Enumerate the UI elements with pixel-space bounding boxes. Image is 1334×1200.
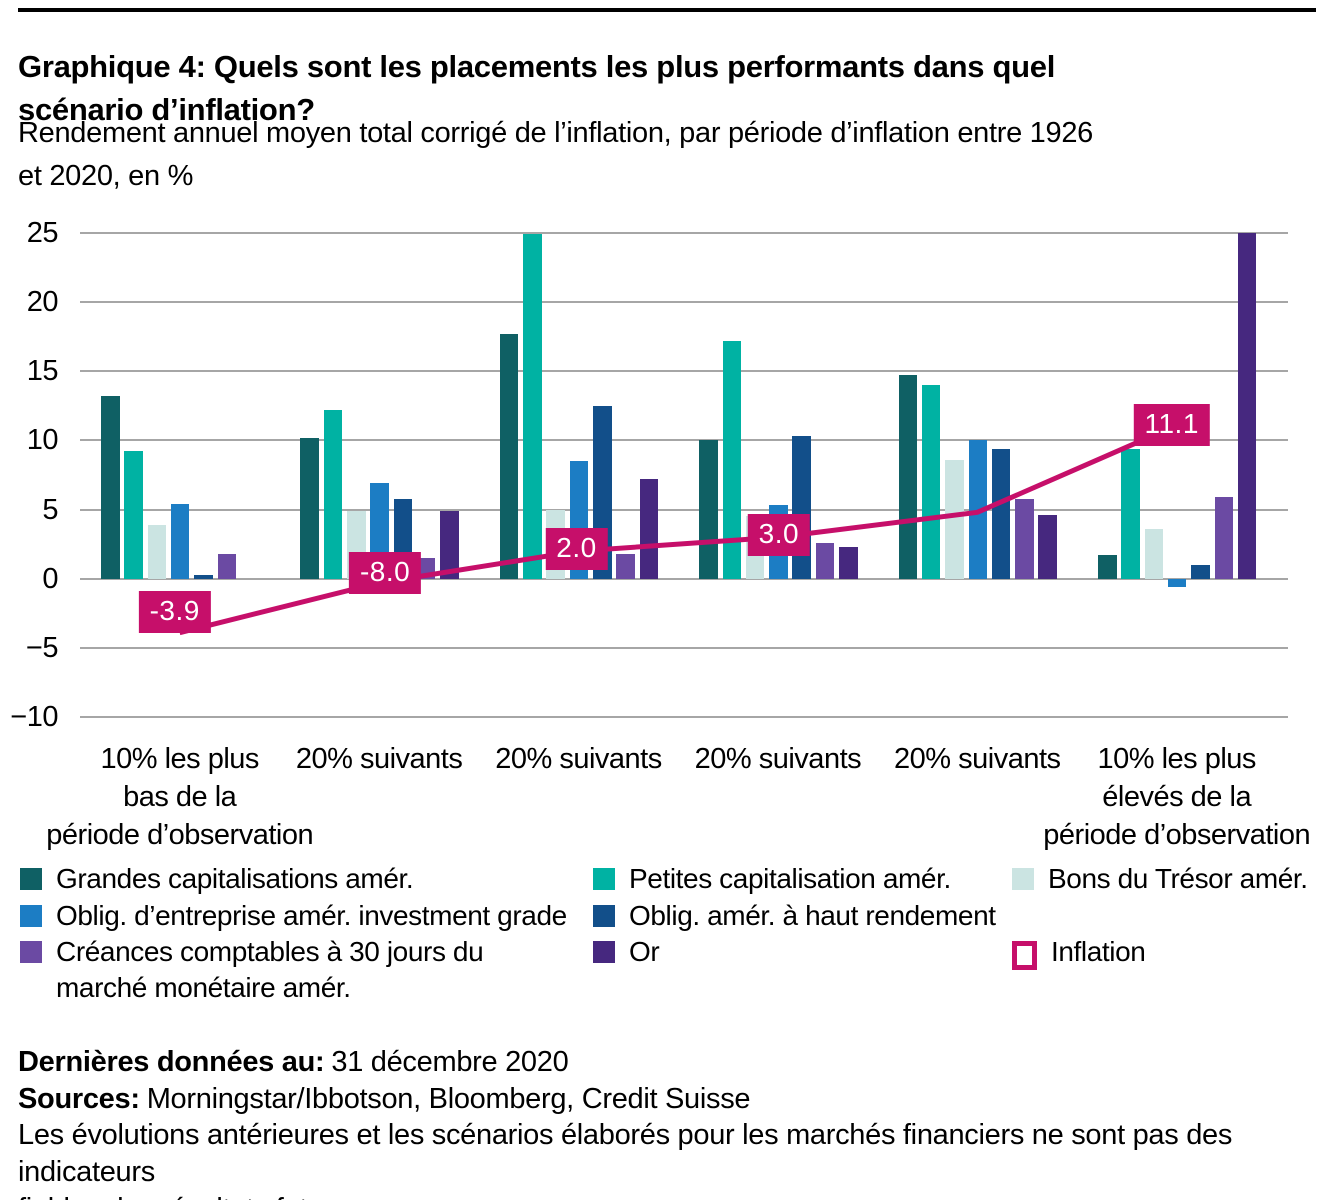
bar-1-group-1 bbox=[101, 396, 120, 579]
bar-2-group-1 bbox=[124, 451, 143, 579]
inflation-value-label: -3.9 bbox=[138, 590, 211, 633]
bar-7-group-2 bbox=[440, 510, 459, 579]
legend-item: Oblig. amér. à haut rendement bbox=[593, 900, 996, 934]
gridline bbox=[80, 232, 1288, 234]
x-axis-label: 10% les plus bas de la période d’observati… bbox=[46, 743, 314, 851]
legend-swatch bbox=[20, 941, 42, 963]
top-rule bbox=[18, 8, 1316, 12]
y-axis-tick-label: 5 bbox=[42, 493, 58, 526]
legend-swatch bbox=[593, 941, 615, 963]
legend-item: Grandes capitalisations amér. bbox=[20, 863, 414, 897]
y-axis-tick-label: 25 bbox=[26, 217, 59, 249]
bar-7-group-5 bbox=[1038, 515, 1057, 579]
legend-swatch bbox=[593, 905, 615, 927]
legend-label: Inflation bbox=[1051, 936, 1146, 967]
inflation-value-label: -8.0 bbox=[348, 551, 422, 594]
y-axis-tick-label: 10 bbox=[26, 424, 59, 457]
y-axis-tick-label: −10 bbox=[10, 701, 58, 733]
y-axis-tick-label: 20 bbox=[26, 286, 59, 319]
legend-label: Créances comptables à 30 jours du marché … bbox=[56, 936, 484, 1003]
sources-label: Sources: bbox=[18, 1083, 140, 1115]
chart-title: Graphique 4: Quels sont les placements l… bbox=[18, 48, 1056, 127]
bar-4-group-5 bbox=[968, 440, 987, 579]
sources-value: Morningstar/Ibbotson, Bloomberg, Credit … bbox=[146, 1083, 751, 1115]
legend-swatch bbox=[20, 868, 42, 890]
bar-7-group-6 bbox=[1237, 233, 1257, 579]
bar-2-group-2 bbox=[323, 410, 343, 579]
gridline bbox=[80, 716, 1288, 718]
bar-7-group-3 bbox=[639, 479, 659, 579]
y-axis-tick-label: 0 bbox=[42, 562, 58, 595]
bar-6-group-5 bbox=[1015, 498, 1034, 579]
legend-label: Petites capitalisation amér. bbox=[629, 863, 951, 894]
chart-subtitle: Rendement annuel moyen total corrigé de … bbox=[18, 117, 1093, 192]
legend-item: Créances comptables à 30 jours du marché … bbox=[20, 936, 484, 1006]
last-data-line: Dernières données au: 31 décembre 2020 bbox=[18, 1044, 1323, 1081]
bar-5-group-4 bbox=[792, 436, 811, 579]
gridline bbox=[80, 439, 1288, 442]
bar-2-group-6 bbox=[1121, 448, 1140, 579]
y-axis-tick-label: 15 bbox=[26, 355, 59, 388]
x-axis-label: 20% suivants bbox=[694, 743, 862, 775]
gridline bbox=[80, 370, 1288, 373]
bar-6-group-6 bbox=[1214, 497, 1233, 579]
bar-5-group-5 bbox=[991, 448, 1011, 579]
legend-label: Bons du Trésor amér. bbox=[1048, 863, 1308, 894]
bar-5-group-6 bbox=[1191, 564, 1210, 579]
bar-6-group-1 bbox=[217, 553, 236, 579]
legend-item: Or bbox=[593, 936, 660, 970]
y-axis-tick-label: −5 bbox=[25, 631, 59, 664]
legend-item: Petites capitalisation amér. bbox=[593, 863, 951, 897]
bar-3-group-5 bbox=[945, 459, 964, 579]
bar-3-group-1 bbox=[147, 524, 167, 579]
bar-1-group-4 bbox=[699, 440, 718, 579]
x-axis-label: 20% suivants bbox=[495, 743, 662, 775]
bar-2-group-3 bbox=[523, 234, 542, 579]
legend-label: Oblig. d’entreprise amér. investment gra… bbox=[56, 900, 567, 931]
bar-2-group-5 bbox=[921, 385, 941, 579]
bar-6-group-3 bbox=[616, 553, 635, 579]
inflation-value-label: 11.1 bbox=[1133, 404, 1210, 447]
legend-label: Grandes capitalisations amér. bbox=[56, 863, 414, 894]
bar-7-group-4 bbox=[839, 546, 858, 579]
x-axis-label: 20% suivants bbox=[295, 743, 463, 775]
gridline bbox=[80, 646, 1288, 649]
last-data-label: Dernières données au: bbox=[18, 1046, 325, 1078]
legend-label: Or bbox=[629, 936, 660, 967]
bar-2-group-4 bbox=[722, 340, 741, 579]
bar-5-group-1 bbox=[194, 574, 213, 579]
sources-line: Sources: Morningstar/Ibbotson, Bloomberg,… bbox=[18, 1081, 1323, 1118]
legend-swatch-outline bbox=[1012, 941, 1037, 970]
legend-item: Bons du Trésor amér. bbox=[1012, 863, 1308, 897]
last-data-value: 31 décembre 2020 bbox=[331, 1046, 569, 1078]
bar-3-group-6 bbox=[1144, 528, 1164, 579]
bar-1-group-6 bbox=[1098, 555, 1117, 579]
disclaimer: Les évolutions antérieures et les scénar… bbox=[18, 1119, 1233, 1200]
bar-4-group-6 bbox=[1167, 578, 1187, 588]
legend-swatch bbox=[20, 905, 42, 927]
bar-1-group-5 bbox=[898, 375, 918, 579]
bar-1-group-3 bbox=[499, 333, 519, 579]
legend-swatch bbox=[1012, 868, 1034, 890]
x-axis-label: 10% les plus élevés de la période d’observ… bbox=[1043, 743, 1311, 851]
inflation-value-label: 3.0 bbox=[747, 514, 811, 557]
legend-item: Oblig. d’entreprise amér. investment gra… bbox=[20, 900, 567, 934]
gridline bbox=[80, 508, 1288, 511]
legend-swatch bbox=[593, 868, 615, 890]
gridline bbox=[80, 301, 1288, 304]
legend-label: Oblig. amér. à haut rendement bbox=[629, 900, 996, 931]
x-axis-label: 20% suivants bbox=[894, 743, 1061, 775]
legend-item: Inflation bbox=[1012, 936, 1146, 970]
bar-4-group-1 bbox=[170, 504, 190, 579]
bar-6-group-4 bbox=[815, 542, 835, 579]
bar-1-group-2 bbox=[300, 437, 319, 579]
inflation-value-label: 2.0 bbox=[545, 528, 608, 571]
